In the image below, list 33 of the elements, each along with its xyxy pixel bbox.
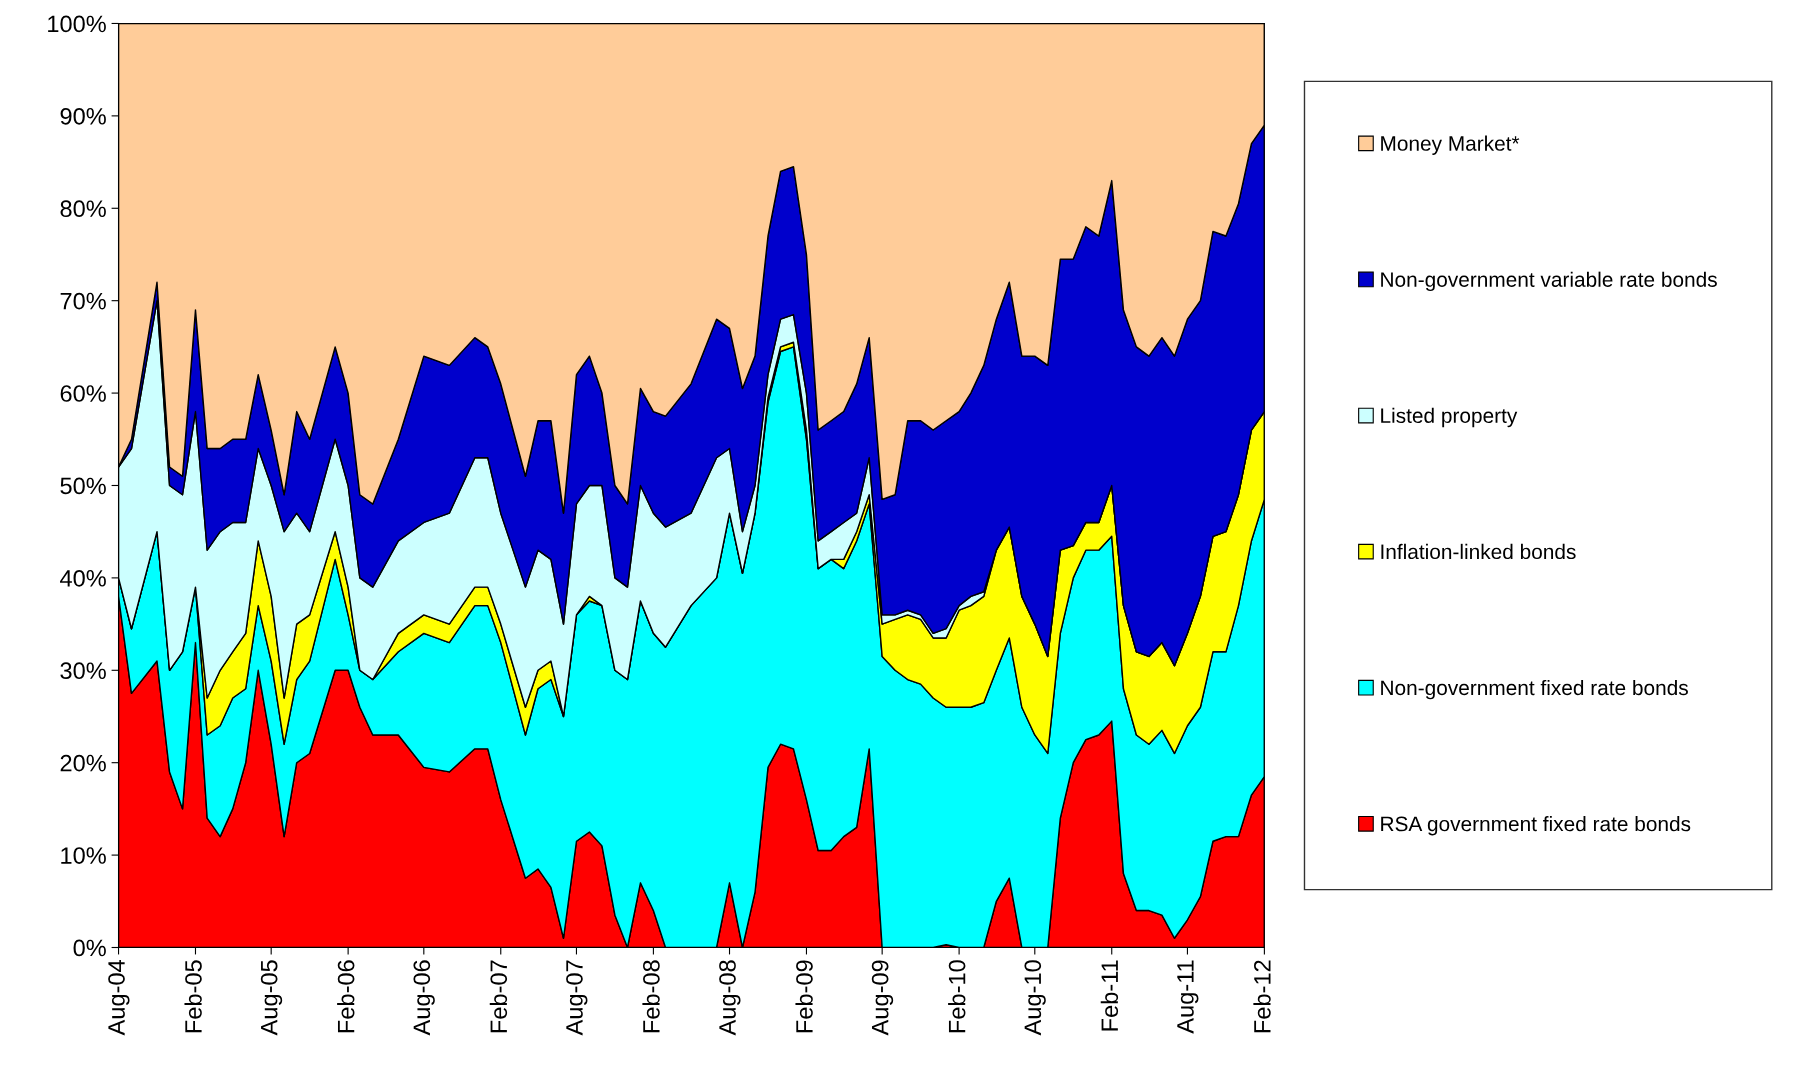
- x-tick-label: Feb-06: [337, 960, 355, 1033]
- legend-label: RSA government fixed rate bonds: [1381, 815, 1691, 836]
- y-tick-label: 80%: [60, 200, 106, 218]
- x-tick-label: Aug-11: [1177, 960, 1199, 1034]
- x-tick-label: Aug-10: [1024, 960, 1046, 1036]
- x-tick-label: Aug-04: [108, 959, 130, 1036]
- y-tick-label: 60%: [60, 385, 106, 402]
- y-tick-label: 50%: [60, 477, 106, 495]
- y-tick-label: 100%: [48, 15, 106, 33]
- y-tick-label: 30%: [60, 662, 106, 680]
- x-tick-label: Feb-10: [948, 960, 966, 1033]
- x-tick-label: Feb-05: [184, 960, 202, 1033]
- x-tick-label: Aug-05: [260, 960, 283, 1036]
- x-tick-label: Aug-08: [719, 960, 741, 1036]
- x-tick-label: Feb-12: [1253, 960, 1271, 1033]
- legend-label: Money Market*: [1381, 135, 1520, 155]
- x-tick-label: Feb-08: [642, 960, 660, 1033]
- x-tick-label: Feb-11: [1100, 960, 1119, 1031]
- legend-label: Non-government variable rate bonds: [1381, 271, 1717, 292]
- legend-label: Non-government fixed rate bonds: [1381, 679, 1688, 700]
- legend-label: Inflation-linked bonds: [1381, 543, 1576, 560]
- y-tick-label: 70%: [60, 292, 106, 310]
- x-tick-label: Aug-09: [871, 960, 894, 1036]
- legend-label: Listed property: [1381, 407, 1518, 428]
- y-tick-label: 0%: [73, 939, 106, 957]
- y-tick-label: 20%: [60, 754, 106, 772]
- x-tick-label: Feb-07: [489, 960, 508, 1033]
- y-tick-label: 40%: [60, 569, 106, 587]
- y-tick-label: 10%: [61, 847, 106, 864]
- x-tick-label: Feb-09: [795, 960, 813, 1033]
- x-tick-label: Aug-07: [566, 960, 588, 1036]
- y-tick-label: 90%: [60, 107, 106, 125]
- x-tick-label: Aug-06: [413, 960, 435, 1036]
